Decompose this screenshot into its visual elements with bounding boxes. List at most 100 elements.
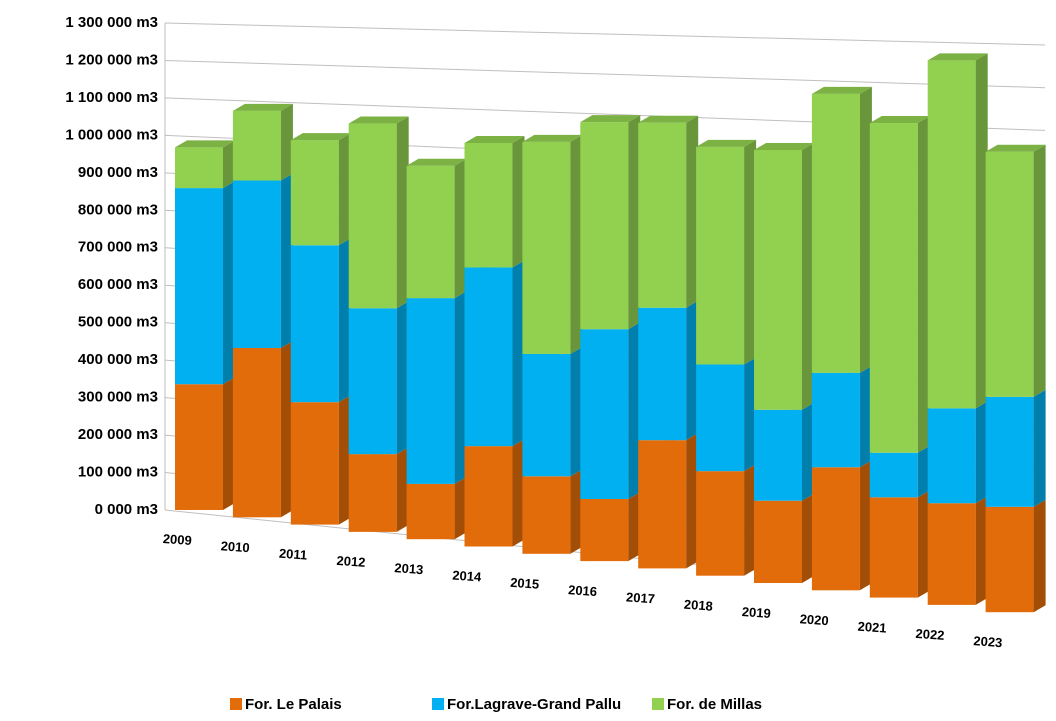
bar-segment <box>290 245 339 403</box>
legend-swatch <box>230 698 242 710</box>
y-tick-label: 800 000 m3 <box>78 201 158 218</box>
bar-stack <box>754 143 814 583</box>
bar-top <box>696 139 757 147</box>
bar-top <box>580 115 641 123</box>
bar-segment <box>927 408 976 504</box>
bar-side <box>280 340 293 518</box>
x-tick-label: 2019 <box>741 604 771 621</box>
bar-segment <box>464 142 513 268</box>
x-tick-label: 2023 <box>973 633 1003 650</box>
bar-side <box>570 469 583 554</box>
x-tick-label: 2010 <box>220 538 250 555</box>
bar-side <box>454 158 467 299</box>
bar-side <box>686 433 699 569</box>
bar-side <box>1033 389 1046 507</box>
bar-stack <box>522 134 583 554</box>
bar-side <box>396 301 409 455</box>
x-tick-label: 2017 <box>626 589 656 606</box>
bar-segment <box>985 151 1034 397</box>
x-tick-label: 2020 <box>799 611 829 628</box>
bar-segment <box>985 506 1034 613</box>
x-tick-label: 2015 <box>510 575 540 592</box>
x-tick-label: 2018 <box>683 597 713 614</box>
legend-swatch <box>432 698 444 710</box>
bar-side <box>859 86 872 373</box>
bar-segment <box>175 384 223 510</box>
bar-side <box>570 346 583 477</box>
bar-segment <box>522 141 571 354</box>
bar-top <box>811 86 872 94</box>
bar-stack <box>175 140 235 510</box>
bar-segment <box>811 93 860 373</box>
legend-label: For. Le Palais <box>245 696 342 713</box>
bar-top <box>175 140 235 148</box>
y-tick-label: 1 100 000 m3 <box>65 89 158 106</box>
y-tick-label: 300 000 m3 <box>78 389 158 406</box>
bar-side <box>1033 144 1046 397</box>
bar-stack <box>811 86 872 591</box>
bar-top <box>406 158 467 166</box>
bar-segment <box>869 123 918 453</box>
bar-side <box>686 300 699 441</box>
bar-side <box>454 476 467 540</box>
bar-side <box>686 115 699 308</box>
bar-segment <box>522 353 571 477</box>
x-tick-label: 2022 <box>915 626 945 643</box>
y-tick-label: 500 000 m3 <box>78 314 158 331</box>
bar-segment <box>232 347 281 518</box>
x-tick-label: 2009 <box>162 531 192 548</box>
bar-segment <box>696 364 745 472</box>
bar-top <box>927 53 988 61</box>
x-tick-label: 2014 <box>452 568 483 585</box>
bar-segment <box>811 372 860 468</box>
bar-side <box>917 490 930 598</box>
bar-side <box>802 402 814 501</box>
bar-segment <box>696 146 745 365</box>
bar-segment <box>406 483 455 540</box>
y-tick-label: 100 000 m3 <box>78 464 158 481</box>
bar-stack <box>638 115 699 569</box>
bar-side <box>802 143 814 410</box>
legend-swatch <box>652 698 664 710</box>
bar-segment <box>348 454 397 532</box>
bar-segment <box>348 308 397 455</box>
bar-segment <box>232 180 281 348</box>
bar-top <box>464 135 525 143</box>
bar-top <box>869 116 930 124</box>
bar-segment <box>406 165 455 299</box>
bar-segment <box>638 440 687 569</box>
bar-top <box>522 134 583 142</box>
y-tick-label: 1 300 000 m3 <box>65 14 158 31</box>
bar-segment <box>869 452 918 498</box>
bar-side <box>628 322 641 499</box>
y-tick-label: 900 000 m3 <box>78 164 158 181</box>
y-tick-label: 600 000 m3 <box>78 276 158 293</box>
bar-side <box>744 357 757 472</box>
bar-stack <box>348 116 409 532</box>
bar-top <box>638 115 699 123</box>
bar-top <box>754 143 814 150</box>
bar-side <box>396 447 409 532</box>
bar-stack <box>985 144 1046 613</box>
x-tick-label: 2016 <box>568 582 598 599</box>
x-tick-label: 2012 <box>336 553 366 570</box>
bar-segment <box>580 329 629 499</box>
bar-top <box>290 133 351 141</box>
y-tick-label: 1 200 000 m3 <box>65 51 158 68</box>
bar-side <box>512 439 525 547</box>
bar-side <box>917 116 930 453</box>
y-tick-label: 1 000 000 m3 <box>65 126 158 143</box>
bar-top <box>232 103 293 111</box>
bar-side <box>628 491 641 562</box>
bar-segment <box>985 396 1034 507</box>
bar-side <box>975 53 988 409</box>
y-tick-label: 200 000 m3 <box>78 426 158 443</box>
y-tick-label: 700 000 m3 <box>78 239 158 256</box>
bar-top <box>985 144 1046 152</box>
bar-side <box>802 493 814 583</box>
bar-side <box>744 464 757 576</box>
bar-segment <box>175 188 223 385</box>
bar-segment <box>522 476 571 554</box>
bar-segment <box>175 147 223 189</box>
